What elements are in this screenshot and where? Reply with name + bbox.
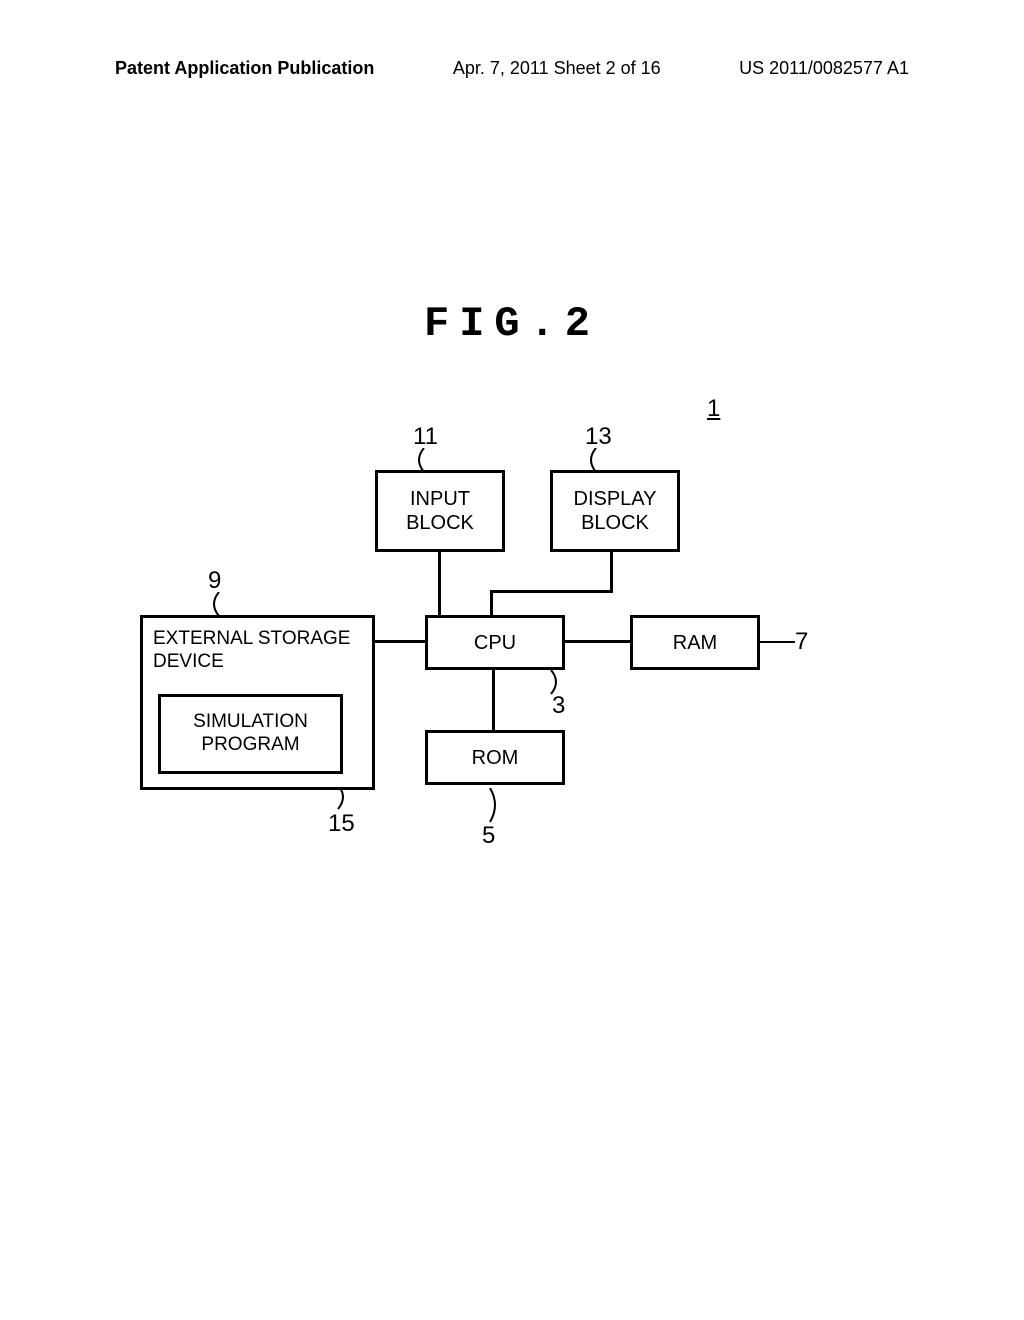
display-block-label: DISPLAY BLOCK xyxy=(574,487,657,535)
ram-label: RAM xyxy=(673,631,717,655)
line-display-h xyxy=(490,590,613,593)
lead-line-7 xyxy=(760,632,800,652)
ram-block: RAM xyxy=(630,615,760,670)
label-15: 15 xyxy=(328,810,355,838)
header-center: Apr. 7, 2011 Sheet 2 of 16 xyxy=(453,58,661,79)
label-13: 13 xyxy=(585,423,612,451)
line-cpu-rom xyxy=(492,670,495,732)
lead-line-9 xyxy=(205,592,235,617)
rom-label: ROM xyxy=(472,746,519,770)
line-display-v2 xyxy=(490,590,493,617)
input-block-label: INPUT BLOCK xyxy=(406,487,474,535)
cpu-label: CPU xyxy=(474,631,516,655)
figure-title: FIG.2 xyxy=(424,300,600,348)
simulation-label: SIMULATION PROGRAM xyxy=(193,711,308,757)
simulation-block: SIMULATION PROGRAM xyxy=(158,694,343,774)
input-block: INPUT BLOCK xyxy=(375,470,505,552)
line-storage-cpu xyxy=(375,640,427,643)
diagram-container: 1 11 13 9 7 3 15 5 INPUT BLOCK DISPLAY B… xyxy=(140,420,880,880)
cpu-block: CPU xyxy=(425,615,565,670)
lead-line-3 xyxy=(537,670,567,695)
line-cpu-ram xyxy=(565,640,632,643)
label-5: 5 xyxy=(482,822,495,850)
rom-block: ROM xyxy=(425,730,565,785)
line-input-cpu xyxy=(438,552,441,617)
display-block: DISPLAY BLOCK xyxy=(550,470,680,552)
label-11: 11 xyxy=(413,423,438,451)
line-display-v xyxy=(610,552,613,592)
label-9: 9 xyxy=(208,567,221,595)
lead-line-5 xyxy=(475,788,505,823)
external-storage-label: EXTERNAL STORAGE DEVICE xyxy=(153,628,350,674)
header-left: Patent Application Publication xyxy=(115,58,374,79)
label-3: 3 xyxy=(552,692,565,720)
external-storage-block: EXTERNAL STORAGE DEVICE SIMULATION PROGR… xyxy=(140,615,375,790)
label-1: 1 xyxy=(707,395,720,423)
header-right: US 2011/0082577 A1 xyxy=(739,58,909,79)
